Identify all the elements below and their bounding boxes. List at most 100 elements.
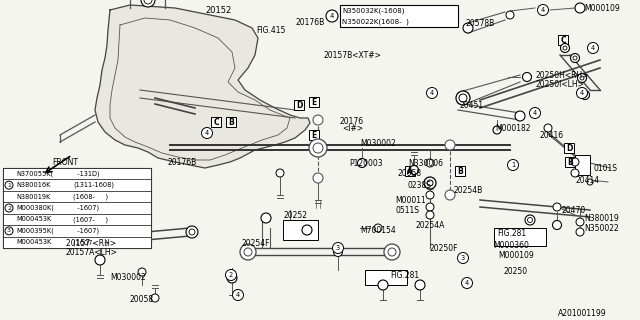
Text: 1: 1 bbox=[511, 162, 515, 168]
Text: FIG.415: FIG.415 bbox=[256, 26, 285, 35]
Text: A: A bbox=[407, 166, 413, 175]
Text: 20250I<LH>: 20250I<LH> bbox=[535, 79, 584, 89]
Bar bbox=[3, 168, 151, 180]
Circle shape bbox=[5, 204, 13, 212]
Circle shape bbox=[313, 143, 323, 153]
Circle shape bbox=[186, 226, 198, 238]
Circle shape bbox=[577, 74, 586, 83]
Text: B: B bbox=[228, 117, 234, 126]
Text: 4: 4 bbox=[330, 13, 334, 19]
Text: 4: 4 bbox=[205, 130, 209, 136]
Text: 20058: 20058 bbox=[130, 295, 154, 305]
Text: A201001199: A201001199 bbox=[558, 309, 607, 318]
Circle shape bbox=[309, 139, 327, 157]
Circle shape bbox=[141, 0, 155, 7]
Circle shape bbox=[445, 190, 455, 200]
Bar bbox=[405, 166, 415, 176]
Circle shape bbox=[426, 211, 434, 219]
Bar bbox=[565, 157, 575, 167]
Circle shape bbox=[358, 158, 367, 167]
Circle shape bbox=[570, 53, 579, 62]
Text: 20250H<RH>: 20250H<RH> bbox=[535, 70, 589, 79]
Circle shape bbox=[493, 126, 501, 134]
Circle shape bbox=[529, 108, 541, 118]
Text: (1608-     ): (1608- ) bbox=[73, 193, 108, 200]
Text: P120003: P120003 bbox=[349, 158, 383, 167]
Text: 4: 4 bbox=[541, 7, 545, 13]
Text: N380019: N380019 bbox=[584, 213, 619, 222]
Text: 3: 3 bbox=[336, 245, 340, 251]
Bar bbox=[455, 166, 465, 176]
Text: M000453K: M000453K bbox=[16, 239, 51, 245]
Text: 20176: 20176 bbox=[339, 116, 363, 125]
Circle shape bbox=[459, 94, 467, 102]
Text: 20414: 20414 bbox=[575, 175, 599, 185]
Circle shape bbox=[227, 273, 237, 283]
Circle shape bbox=[189, 229, 195, 235]
Circle shape bbox=[463, 23, 473, 33]
Text: 3: 3 bbox=[461, 255, 465, 261]
Circle shape bbox=[580, 91, 589, 100]
Bar bbox=[211, 117, 221, 127]
Text: -131D): -131D) bbox=[73, 171, 100, 177]
Text: 3: 3 bbox=[7, 228, 11, 233]
Bar bbox=[3, 168, 151, 248]
Circle shape bbox=[5, 227, 13, 235]
Bar bbox=[558, 35, 568, 45]
Text: N350032K(-1608): N350032K(-1608) bbox=[342, 7, 404, 14]
Text: 0238S: 0238S bbox=[408, 180, 432, 189]
Circle shape bbox=[525, 215, 535, 225]
Text: M030002: M030002 bbox=[360, 139, 396, 148]
Polygon shape bbox=[95, 5, 310, 168]
Text: M000360: M000360 bbox=[493, 241, 529, 250]
Circle shape bbox=[575, 3, 585, 13]
Circle shape bbox=[553, 203, 561, 211]
Circle shape bbox=[588, 43, 598, 53]
Circle shape bbox=[580, 76, 584, 80]
Circle shape bbox=[426, 203, 434, 211]
Text: 20416: 20416 bbox=[540, 131, 564, 140]
Text: 20157 <RH>: 20157 <RH> bbox=[66, 238, 116, 247]
Circle shape bbox=[445, 140, 455, 150]
Text: N380019K: N380019K bbox=[16, 194, 51, 200]
Text: (1311-1608): (1311-1608) bbox=[73, 182, 114, 188]
Bar bbox=[564, 143, 574, 153]
Circle shape bbox=[374, 224, 382, 232]
Text: M030002: M030002 bbox=[110, 274, 146, 283]
Circle shape bbox=[138, 268, 146, 276]
Circle shape bbox=[151, 294, 159, 302]
Text: 20470: 20470 bbox=[562, 205, 586, 214]
Circle shape bbox=[461, 277, 472, 289]
Text: E: E bbox=[312, 131, 317, 140]
Text: N350022: N350022 bbox=[584, 223, 619, 233]
Bar bbox=[309, 97, 319, 107]
Circle shape bbox=[427, 180, 433, 186]
Text: 4: 4 bbox=[533, 110, 537, 116]
Circle shape bbox=[202, 127, 212, 139]
Bar bbox=[575, 155, 590, 175]
Text: M000380K(: M000380K( bbox=[16, 205, 54, 211]
Circle shape bbox=[426, 191, 434, 199]
Text: M000109: M000109 bbox=[584, 4, 620, 12]
Circle shape bbox=[561, 44, 570, 52]
Circle shape bbox=[576, 228, 584, 236]
Text: 20157B<XT#>: 20157B<XT#> bbox=[323, 51, 381, 60]
Text: <I#>: <I#> bbox=[342, 124, 363, 132]
Circle shape bbox=[522, 73, 531, 82]
Text: N330006: N330006 bbox=[408, 158, 443, 167]
Circle shape bbox=[410, 165, 419, 174]
Text: N350022K(1608-  ): N350022K(1608- ) bbox=[342, 18, 409, 25]
Bar bbox=[3, 225, 151, 236]
Bar bbox=[283, 220, 318, 240]
Circle shape bbox=[276, 169, 284, 177]
Text: 0101S: 0101S bbox=[594, 164, 618, 172]
Bar bbox=[494, 228, 546, 246]
Circle shape bbox=[388, 248, 396, 256]
Text: 20176B: 20176B bbox=[295, 18, 324, 27]
Text: 4: 4 bbox=[465, 280, 469, 286]
Circle shape bbox=[144, 0, 152, 4]
Text: M000453K: M000453K bbox=[16, 216, 51, 222]
Bar bbox=[294, 100, 304, 110]
Circle shape bbox=[563, 46, 567, 50]
Text: M000109: M000109 bbox=[498, 251, 534, 260]
